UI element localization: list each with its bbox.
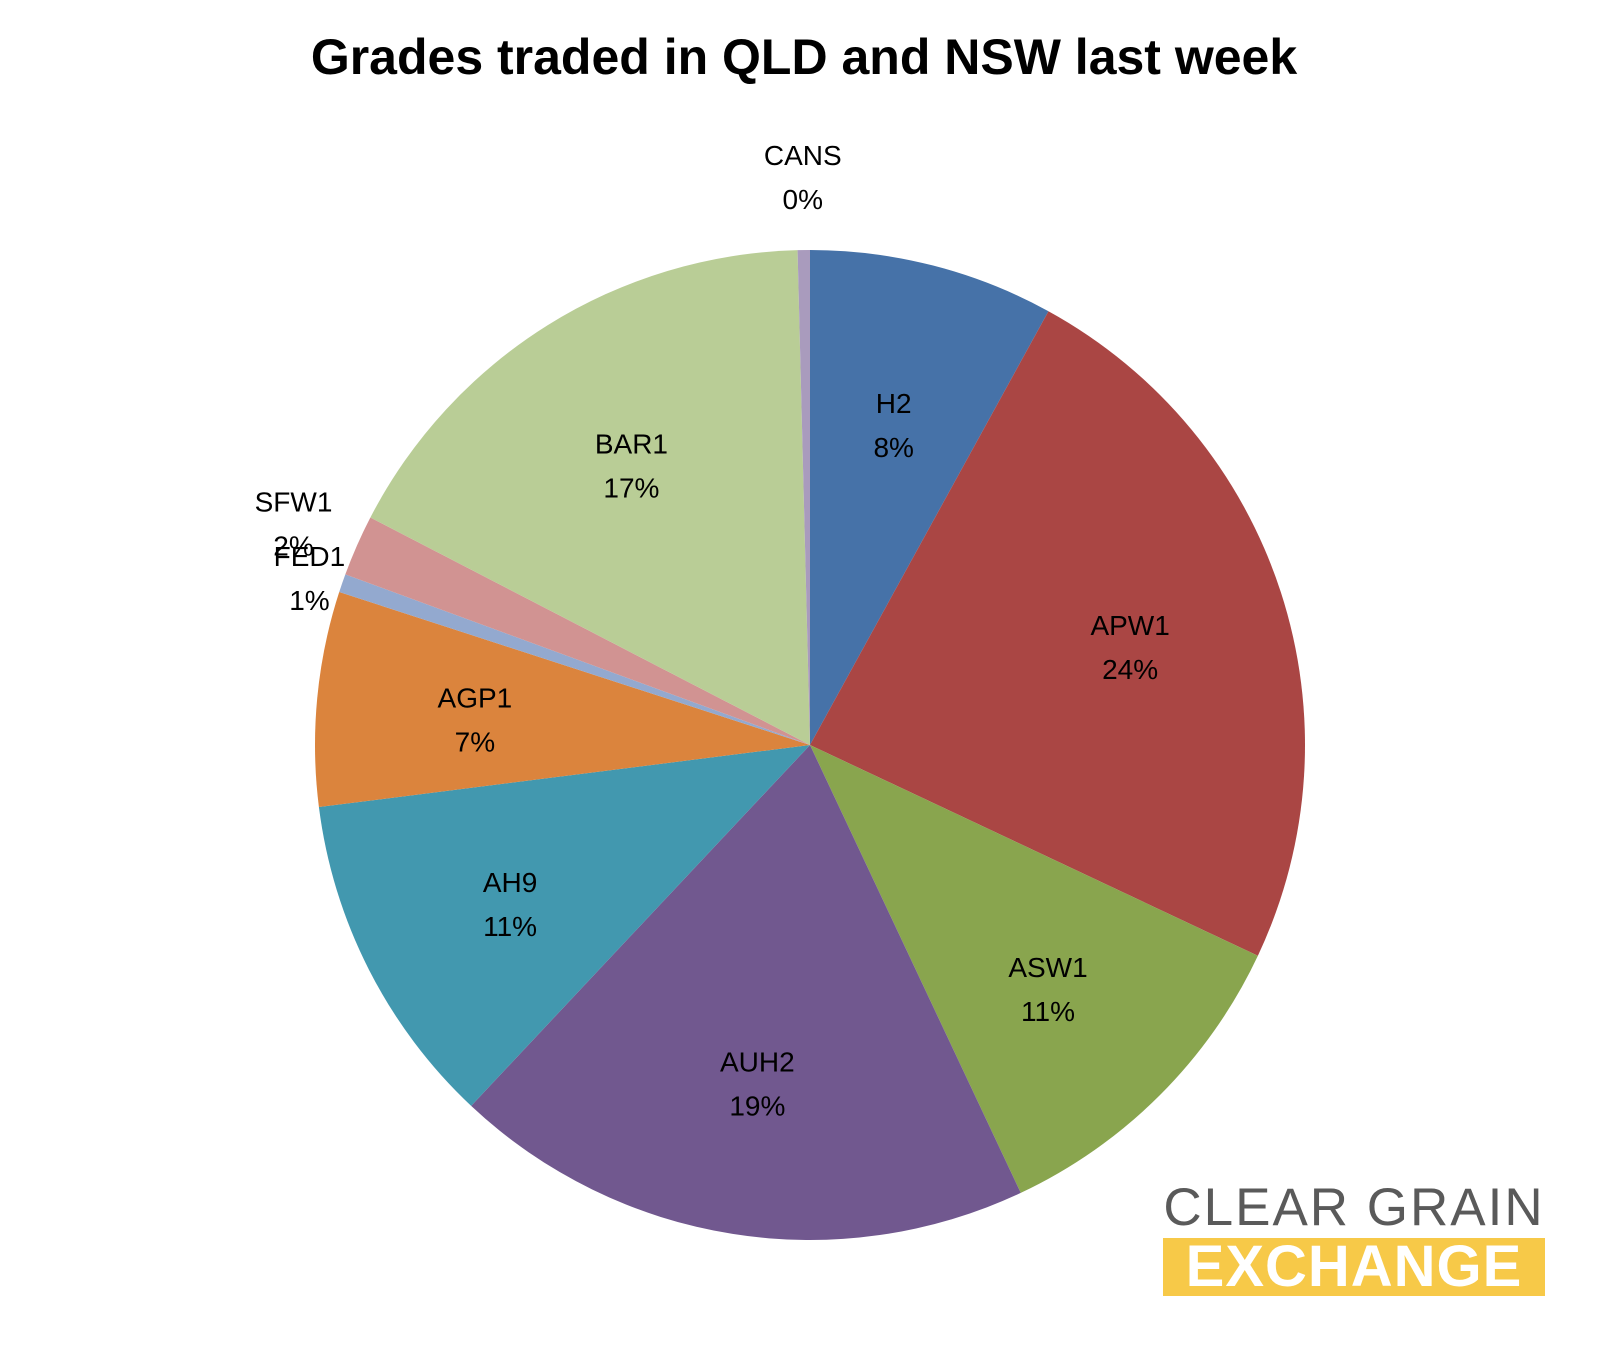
pie-slice-asw1 bbox=[810, 745, 1258, 1193]
slice-label-percent-fed1: 1% bbox=[289, 585, 329, 616]
slice-label-name-fed1: FED1 bbox=[274, 541, 346, 572]
logo-line-1: CLEAR GRAIN bbox=[1163, 1178, 1545, 1237]
pie-slice-fed1 bbox=[339, 574, 810, 745]
slice-label-name-auh2: AUH2 bbox=[720, 1046, 795, 1077]
slice-label-name-bar1: BAR1 bbox=[595, 429, 668, 460]
pie-slice-bar1 bbox=[370, 250, 810, 746]
pie-slice-sfw1 bbox=[345, 517, 810, 745]
slice-label-percent-h2: 8% bbox=[873, 432, 913, 463]
pie-slice-ah9 bbox=[318, 745, 810, 1106]
slice-label-percent-sfw1: 2% bbox=[273, 531, 313, 562]
slice-label-percent-agp1: 7% bbox=[455, 726, 495, 757]
slice-label-percent-asw1: 11% bbox=[1021, 996, 1075, 1027]
pie-slice-cans bbox=[797, 250, 810, 745]
slice-label-name-ah9: AH9 bbox=[483, 867, 537, 898]
pie-slice-h2 bbox=[810, 250, 1049, 745]
pie-slice-auh2 bbox=[471, 745, 1021, 1240]
pie-labels: H2 8% APW1 24% ASW1 11% AUH2 19% AH9 11% AGP1 7% FED… bbox=[255, 140, 1170, 1122]
pie-slice-agp1 bbox=[315, 592, 810, 808]
slice-label-percent-auh2: 19% bbox=[729, 1090, 785, 1121]
slice-label-name-sfw1: SFW1 bbox=[255, 487, 333, 518]
slice-label-name-agp1: AGP1 bbox=[438, 682, 513, 713]
clear-grain-exchange-logo: CLEAR GRAIN EXCHANGE bbox=[1163, 1180, 1545, 1296]
pie-slices bbox=[315, 250, 1306, 1240]
slice-label-name-h2: H2 bbox=[876, 388, 912, 419]
logo-line-2: EXCHANGE bbox=[1163, 1238, 1545, 1296]
pie-slice-apw1 bbox=[810, 311, 1306, 956]
slice-label-name-cans: CANS bbox=[764, 140, 842, 171]
slice-label-percent-bar1: 17% bbox=[603, 473, 659, 504]
chart-title: Grades traded in QLD and NSW last week bbox=[310, 29, 1298, 85]
slice-label-percent-cans: 0% bbox=[783, 184, 823, 215]
slice-label-percent-apw1: 24% bbox=[1102, 654, 1158, 685]
slice-label-name-apw1: APW1 bbox=[1090, 610, 1169, 641]
slice-label-percent-ah9: 11% bbox=[483, 911, 537, 942]
slice-label-name-asw1: ASW1 bbox=[1008, 952, 1087, 983]
